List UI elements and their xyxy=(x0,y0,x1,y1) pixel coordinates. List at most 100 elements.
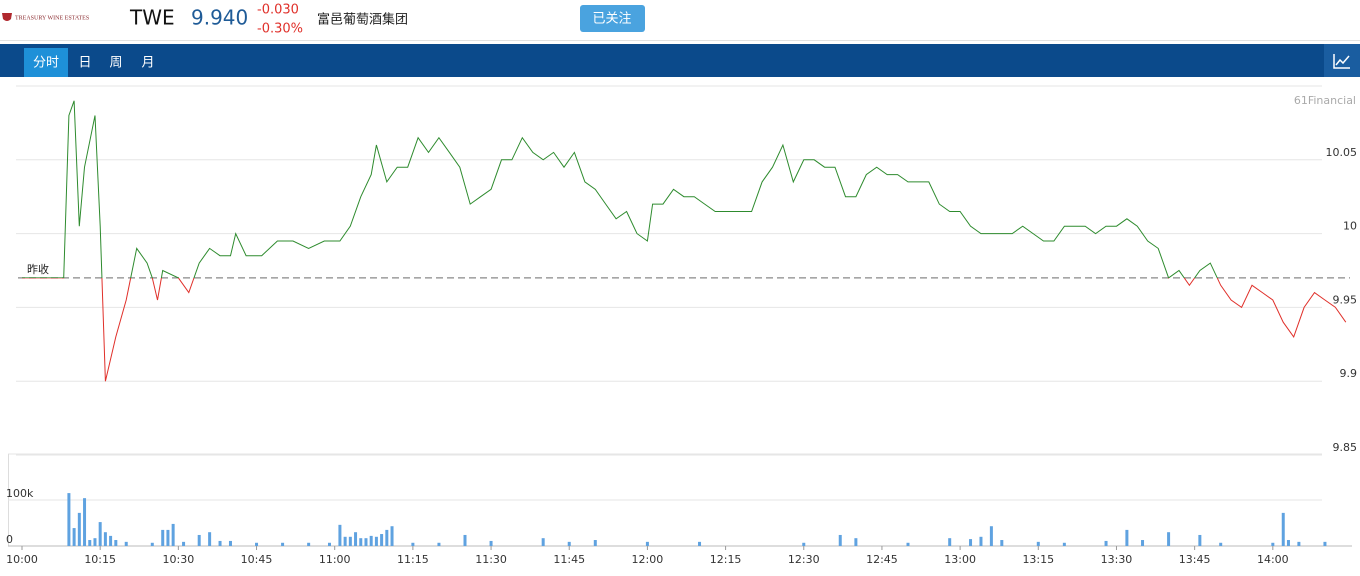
volume-bar xyxy=(979,536,983,546)
volume-bar xyxy=(281,542,285,546)
x-tick-label: 12:45 xyxy=(866,553,898,566)
x-tick-label: 13:15 xyxy=(1022,553,1054,566)
volume-bar xyxy=(906,542,910,546)
volume-bar xyxy=(698,541,702,546)
volume-bar xyxy=(541,538,545,546)
volume-bar xyxy=(1297,541,1301,546)
header-bg xyxy=(0,0,1360,40)
y-tick-label: 0 xyxy=(6,533,13,546)
volume-bar xyxy=(385,529,389,546)
volume-bar xyxy=(838,534,842,546)
volume-bar xyxy=(989,526,993,546)
volume-bar xyxy=(854,538,858,546)
volume-bar xyxy=(327,542,331,546)
x-tick-label: 10:15 xyxy=(84,553,116,566)
volume-bar xyxy=(1281,512,1285,546)
volume-bar xyxy=(67,493,71,546)
volume-bar xyxy=(338,524,342,546)
volume-bar xyxy=(390,526,394,546)
volume-bar xyxy=(103,532,107,546)
volume-bar xyxy=(489,540,493,546)
tab[interactable]: 日 xyxy=(78,56,91,71)
volume-bar xyxy=(255,542,259,546)
tab-bar xyxy=(0,44,1360,77)
price: 9.940 xyxy=(191,6,248,30)
watermark: 61Financial xyxy=(1294,94,1356,107)
volume-bar xyxy=(1219,542,1223,546)
volume-bar xyxy=(77,512,81,546)
chart-toggle[interactable] xyxy=(1324,44,1360,77)
tab[interactable]: 周 xyxy=(109,56,122,71)
x-tick-label: 13:00 xyxy=(944,553,976,566)
volume-bar xyxy=(171,523,175,546)
follow-button[interactable] xyxy=(580,5,645,32)
volume-bar xyxy=(1000,540,1004,546)
volume-bar xyxy=(72,528,76,546)
y-tick-label: 100k xyxy=(6,487,34,500)
volume-bar xyxy=(109,535,113,546)
volume-bar xyxy=(1062,542,1066,546)
x-tick-label: 12:00 xyxy=(632,553,664,566)
x-tick-label: 12:30 xyxy=(788,553,820,566)
volume-bar xyxy=(218,540,222,546)
volume-bar xyxy=(1141,540,1145,546)
tab[interactable]: 月 xyxy=(141,56,154,71)
volume-bar xyxy=(124,541,128,546)
volume-bar xyxy=(645,541,649,546)
logo-text: TREASURY WINE ESTATES xyxy=(15,15,89,21)
y-tick-label: 9.95 xyxy=(1333,293,1358,306)
x-tick-label: 10:45 xyxy=(241,553,273,566)
volume-bar xyxy=(208,532,212,546)
y-tick-label: 9.85 xyxy=(1333,441,1358,454)
x-tick-label: 12:15 xyxy=(710,553,742,566)
volume-bar xyxy=(1167,532,1171,546)
volume-bar xyxy=(948,538,952,546)
y-tick-label: 10 xyxy=(1343,220,1357,233)
change-pct: -0.30% xyxy=(257,22,303,37)
x-tick-label: 14:00 xyxy=(1257,553,1289,566)
x-tick-label: 10:30 xyxy=(163,553,195,566)
y-tick-label: 10.05 xyxy=(1326,146,1358,159)
volume-bar xyxy=(567,541,571,546)
volume-bar xyxy=(166,529,170,546)
volume-bar xyxy=(182,541,186,546)
active-tab-bg[interactable] xyxy=(24,48,68,77)
volume-bar xyxy=(380,534,384,546)
volume-bar xyxy=(228,540,232,546)
volume-bar xyxy=(150,542,154,546)
volume-bar xyxy=(348,536,352,546)
volume-bar xyxy=(1271,542,1275,546)
volume-bar xyxy=(83,498,87,546)
volume-bar xyxy=(359,538,363,546)
volume-bar xyxy=(1104,540,1108,546)
change: -0.030 xyxy=(257,3,299,18)
volume-bar xyxy=(88,540,92,546)
volume-bar xyxy=(364,538,368,546)
volume-bar xyxy=(437,542,441,546)
volume-bar xyxy=(374,536,378,546)
volume-bar xyxy=(411,542,415,546)
chart-toggle-icon[interactable] xyxy=(1333,54,1350,69)
x-tick-label: 13:45 xyxy=(1179,553,1211,566)
volume-bar xyxy=(161,529,165,546)
x-tick-label: 13:30 xyxy=(1101,553,1133,566)
volume-bar xyxy=(969,539,973,546)
x-tick-label: 11:15 xyxy=(397,553,429,566)
x-tick-label: 11:30 xyxy=(475,553,507,566)
volume-bar xyxy=(463,534,467,546)
volume-bar xyxy=(197,534,201,546)
price-line xyxy=(22,100,1347,382)
volume-bar xyxy=(114,540,118,546)
volume-bar xyxy=(1286,540,1290,546)
x-tick-label: 11:00 xyxy=(319,553,351,566)
y-tick-label: 9.9 xyxy=(1340,367,1358,380)
volume-bar xyxy=(802,542,806,546)
volume-bar xyxy=(369,535,373,546)
volume-bar xyxy=(593,540,597,546)
follow-button-label[interactable]: 已关注 xyxy=(592,12,631,27)
volume-bar xyxy=(1036,541,1040,546)
x-tick-label: 10:00 xyxy=(6,553,38,566)
tab[interactable]: 分时 xyxy=(33,56,59,71)
volume-bar xyxy=(1125,529,1129,546)
